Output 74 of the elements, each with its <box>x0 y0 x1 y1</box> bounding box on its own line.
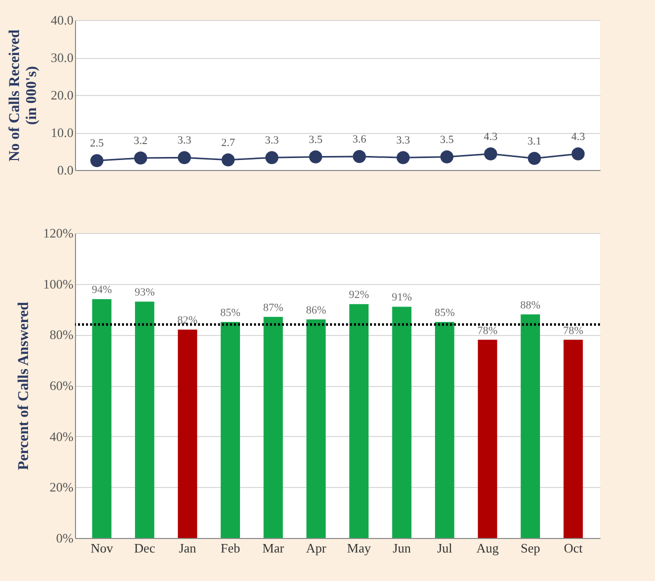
point <box>396 151 410 164</box>
data-label: 3.5 <box>440 134 454 146</box>
data-label: 86% <box>306 304 326 316</box>
bar <box>220 322 240 538</box>
data-label: 93% <box>134 286 155 299</box>
bar <box>306 319 326 538</box>
point <box>352 150 366 164</box>
x-tick-label: Jul <box>437 540 453 556</box>
y-tick-label: 120% <box>43 226 74 240</box>
y-tick-label: 80% <box>50 327 74 342</box>
point <box>134 151 148 165</box>
point <box>572 147 585 160</box>
data-label: 82% <box>177 314 198 327</box>
data-label: 78% <box>563 324 584 337</box>
data-label: 2.7 <box>221 136 236 149</box>
bar <box>564 340 583 538</box>
point <box>90 154 104 168</box>
y-tick-label: 10.0 <box>50 125 74 140</box>
y-tick-label: 40% <box>50 428 74 444</box>
bar <box>135 302 154 538</box>
data-label: 3.5 <box>308 134 323 146</box>
data-label: 78% <box>477 324 498 337</box>
y-tick-label: 40.0 <box>50 12 74 28</box>
point <box>440 150 454 164</box>
data-label: 3.3 <box>178 134 192 147</box>
point <box>528 152 541 165</box>
data-label: 94% <box>92 284 112 296</box>
data-label: 3.6 <box>352 134 367 146</box>
x-tick-label: Dec <box>134 540 156 556</box>
point <box>222 153 235 166</box>
point <box>309 150 322 164</box>
bar <box>435 322 454 538</box>
bar <box>178 330 198 538</box>
y-tick-label: 0% <box>56 530 74 546</box>
bar <box>478 340 498 538</box>
data-label: 3.1 <box>528 135 542 148</box>
point <box>178 151 191 164</box>
x-tick-label: Oct <box>564 540 583 556</box>
bar <box>349 304 369 538</box>
data-label: 85% <box>220 306 240 319</box>
y-tick-label: 60% <box>50 378 74 393</box>
point <box>265 151 278 164</box>
data-label: 3.2 <box>134 135 148 147</box>
data-label: 2.5 <box>90 138 104 150</box>
data-label: 3.3 <box>265 134 280 147</box>
x-tick-label: Nov <box>90 540 114 556</box>
x-tick-label: Jan <box>178 540 197 556</box>
data-label: 3.3 <box>396 134 410 147</box>
y-tick-label: 20% <box>50 480 74 495</box>
bar <box>392 306 412 538</box>
x-tick-label: Aug <box>476 540 500 556</box>
x-tick-label: May <box>347 540 372 556</box>
data-label: 87% <box>263 302 284 314</box>
point <box>484 147 498 160</box>
data-label: 4.3 <box>484 130 498 143</box>
data-label: 85% <box>434 306 455 319</box>
bar <box>264 316 283 538</box>
data-label: 88% <box>520 299 540 312</box>
x-tick-label: Sep <box>520 540 540 556</box>
y-tick-label: 20.0 <box>50 88 74 102</box>
bar <box>520 314 540 538</box>
x-tick-label: Jun <box>392 540 412 556</box>
y-axis-title: Percent of Calls Answered <box>16 301 32 470</box>
y-tick-label: 30.0 <box>50 50 74 65</box>
x-tick-label: Apr <box>306 540 327 556</box>
y-tick-label: 0.0 <box>57 162 74 178</box>
data-label: 4.3 <box>571 130 586 143</box>
bar <box>92 299 112 538</box>
x-tick-label: Feb <box>220 540 240 556</box>
y-axis-title: No of Calls Received (in 000's) <box>6 28 40 162</box>
data-label: 91% <box>392 292 412 304</box>
x-tick-label: Mar <box>262 540 285 556</box>
data-label: 92% <box>348 289 370 302</box>
y-tick-label: 100% <box>43 276 74 292</box>
